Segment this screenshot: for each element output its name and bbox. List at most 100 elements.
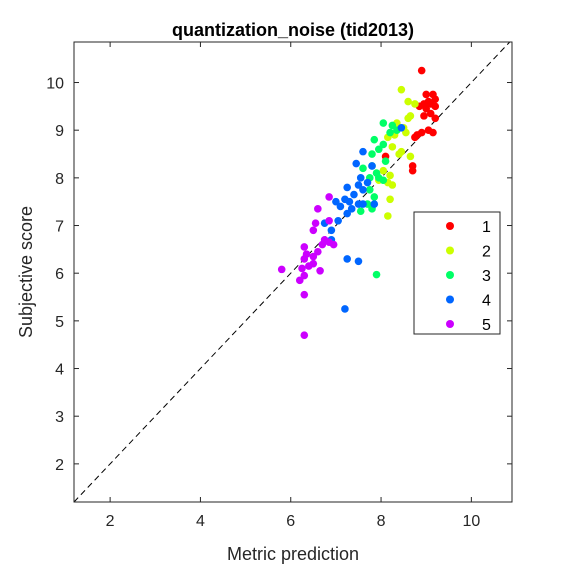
- data-point-series-4: [327, 226, 336, 235]
- data-point-series-4: [350, 190, 358, 199]
- legend-entry-label: 3: [482, 268, 491, 285]
- x-tick-label: 4: [196, 513, 205, 530]
- data-point-series-4: [359, 185, 367, 194]
- data-point-series-2: [404, 97, 412, 106]
- data-point-series-4: [397, 124, 406, 132]
- data-point-series-3: [359, 164, 367, 173]
- data-point-series-1: [417, 66, 426, 75]
- y-tick-label: 9: [55, 123, 64, 140]
- data-point-series-1: [420, 112, 428, 120]
- data-point-series-5: [325, 216, 333, 225]
- y-tick-label: 6: [55, 266, 64, 283]
- data-point-series-5: [300, 331, 309, 339]
- data-point-series-2: [379, 166, 388, 175]
- data-point-series-1: [422, 104, 431, 113]
- x-tick-label: 2: [106, 513, 115, 530]
- data-point-series-4: [332, 197, 340, 206]
- data-point-series-3: [370, 135, 379, 144]
- data-point-series-4: [343, 255, 351, 263]
- axis-ticks-layer: 2 4 6 8 10 2 3 4 5 6 7 8 9 10: [46, 42, 512, 530]
- data-point-series-4: [359, 200, 367, 208]
- data-points-layer: [277, 66, 440, 339]
- data-point-series-2: [397, 85, 406, 94]
- data-point-series-2: [404, 114, 412, 123]
- data-point-series-5: [329, 240, 338, 249]
- legend-box: [413, 211, 501, 335]
- y-tick-label: 8: [55, 171, 64, 188]
- data-point-series-5: [314, 205, 322, 213]
- x-tick-label: 8: [377, 513, 386, 530]
- chart-title: quantization_noise (tid2013): [172, 20, 414, 40]
- data-point-series-3: [386, 128, 394, 137]
- data-point-series-5: [300, 271, 309, 280]
- data-point-series-1: [411, 133, 419, 142]
- data-point-series-3: [379, 140, 388, 149]
- data-point-series-4: [343, 209, 351, 218]
- data-point-series-5: [314, 247, 322, 256]
- data-point-series-1: [422, 90, 431, 99]
- legend-entry-label: 4: [482, 293, 491, 310]
- data-point-series-3: [356, 207, 365, 216]
- data-point-series-2: [395, 150, 403, 158]
- legend-entry-label: 5: [482, 317, 491, 334]
- legend-marker: [446, 271, 454, 279]
- data-point-series-3: [365, 185, 374, 194]
- plot-frame: [73, 41, 513, 503]
- data-point-series-3: [370, 193, 379, 201]
- data-point-series-4: [343, 183, 351, 192]
- data-point-series-4: [354, 257, 363, 266]
- x-tick-label: 10: [462, 513, 480, 530]
- data-point-series-4: [347, 205, 356, 213]
- data-point-series-1: [408, 166, 417, 175]
- y-tick-label: 7: [55, 219, 64, 236]
- data-point-series-2: [388, 143, 397, 151]
- data-point-series-2: [406, 152, 415, 161]
- data-point-series-2: [411, 100, 419, 108]
- data-point-series-2: [386, 171, 394, 180]
- y-tick-label: 10: [46, 76, 64, 93]
- data-point-series-1: [429, 128, 437, 137]
- reference-line: [73, 41, 511, 503]
- data-point-series-2: [386, 195, 394, 204]
- data-point-series-5: [318, 240, 327, 249]
- data-point-series-4: [368, 162, 376, 170]
- legend-entry-label: 1: [482, 219, 491, 236]
- data-point-series-4: [334, 216, 342, 225]
- legend-marker: [446, 222, 454, 230]
- data-point-series-4: [370, 200, 379, 208]
- data-point-series-5: [311, 219, 320, 227]
- data-point-series-3: [372, 270, 381, 279]
- y-tick-label: 5: [55, 314, 64, 331]
- data-point-series-5: [325, 193, 333, 201]
- data-point-series-1: [431, 102, 440, 111]
- data-point-series-4: [363, 178, 372, 187]
- legend-marker: [446, 320, 454, 328]
- data-point-series-5: [309, 226, 318, 235]
- y-tick-label: 3: [55, 409, 64, 426]
- x-tick-label: 6: [286, 513, 295, 530]
- data-point-series-4: [356, 174, 365, 182]
- data-point-series-3: [379, 176, 388, 185]
- data-point-series-2: [388, 181, 397, 189]
- y-tick-label: 2: [55, 457, 64, 474]
- data-point-series-4: [359, 147, 367, 156]
- data-point-series-4: [352, 159, 361, 168]
- data-point-series-3: [388, 121, 397, 130]
- legend: 1 2 3 4 5: [413, 211, 501, 335]
- data-point-series-5: [298, 264, 306, 273]
- data-point-series-5: [300, 243, 309, 251]
- data-point-series-3: [379, 119, 388, 127]
- data-point-series-1: [426, 109, 435, 118]
- data-point-series-2: [402, 128, 410, 137]
- y-axis-label: Subjective score: [16, 206, 36, 338]
- data-point-series-5: [316, 267, 324, 275]
- data-point-series-5: [300, 290, 309, 299]
- data-point-series-3: [381, 157, 390, 165]
- data-point-series-4: [345, 197, 354, 206]
- legend-entry-label: 2: [482, 244, 491, 261]
- data-point-series-3: [368, 150, 376, 158]
- data-point-series-4: [354, 181, 363, 189]
- data-point-series-2: [384, 212, 392, 220]
- data-point-series-5: [305, 262, 313, 270]
